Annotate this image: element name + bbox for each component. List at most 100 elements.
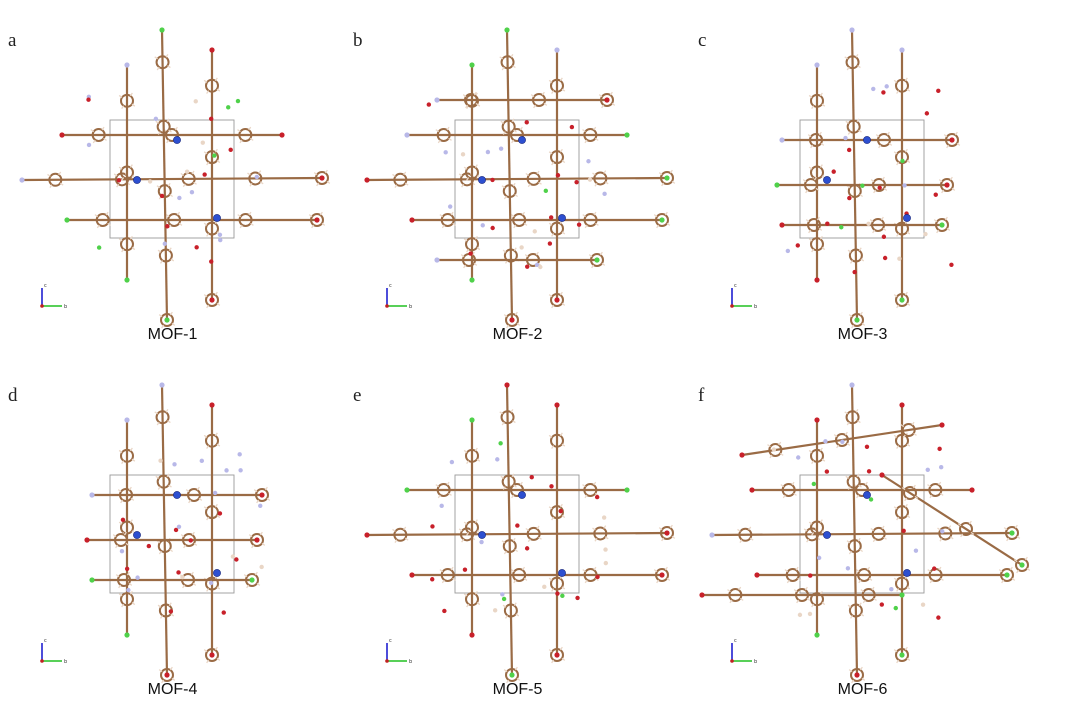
atom <box>534 262 540 268</box>
panel-b: b c b MOF-2 <box>345 0 690 355</box>
atom <box>840 439 845 444</box>
atom <box>524 546 530 551</box>
atom <box>796 455 801 460</box>
atom <box>468 251 473 256</box>
atom <box>498 146 504 151</box>
atom <box>893 605 898 611</box>
atom <box>525 264 530 269</box>
atom <box>193 99 198 104</box>
linker-chain <box>203 402 221 664</box>
atom <box>159 193 165 199</box>
atom <box>868 497 874 502</box>
panel-letter: c <box>698 30 707 51</box>
atom <box>576 222 582 227</box>
linker-chain <box>84 531 266 549</box>
linker-chain <box>808 62 826 283</box>
atom <box>824 469 830 474</box>
linker-chain <box>893 47 911 309</box>
atom <box>208 580 214 586</box>
atom <box>797 612 803 618</box>
panel-letter: e <box>353 385 362 406</box>
unit-cell-outline <box>109 474 235 594</box>
atom <box>795 243 800 248</box>
atom <box>501 596 507 602</box>
metal-center <box>863 491 871 499</box>
panel-title: MOF-1 <box>147 326 198 343</box>
metal-center <box>903 214 911 222</box>
linker-chain <box>364 524 676 543</box>
panel-a: a c b MOF-1 <box>0 0 345 355</box>
linker-chain <box>89 571 261 589</box>
linker-chain <box>434 91 616 109</box>
atom <box>447 204 453 209</box>
linker-chain <box>118 62 136 283</box>
atom <box>586 159 591 164</box>
atom <box>864 444 870 450</box>
atom <box>221 610 226 615</box>
atom <box>940 529 945 534</box>
atom <box>920 602 926 607</box>
atom <box>558 508 563 514</box>
linker-chain <box>463 417 481 638</box>
atom <box>771 447 777 452</box>
axis-indicator: cb <box>730 638 757 665</box>
linker-chain <box>548 402 566 664</box>
atom <box>524 120 529 125</box>
atom <box>925 467 930 472</box>
atom <box>212 490 218 496</box>
atom <box>194 245 199 250</box>
atom <box>839 225 844 230</box>
linker-chain <box>774 176 956 194</box>
atom <box>177 195 182 201</box>
crystal-structure-drawing: cb <box>730 27 961 329</box>
atom <box>807 611 813 617</box>
atom <box>785 248 791 254</box>
atom <box>881 90 886 95</box>
atom <box>168 609 174 614</box>
axis-b-label: b <box>64 304 67 310</box>
atom <box>900 158 905 164</box>
linker-chain <box>59 126 285 144</box>
atom <box>218 237 223 243</box>
atom <box>575 595 580 601</box>
linker-chain <box>409 566 671 584</box>
atom <box>569 124 575 130</box>
metal-center <box>558 569 566 577</box>
axis-c-label: c <box>734 283 737 289</box>
atom <box>515 523 520 528</box>
atom <box>549 484 554 489</box>
atom <box>442 608 447 614</box>
atom <box>555 173 561 178</box>
linker-chain <box>154 27 176 329</box>
atom <box>574 179 579 185</box>
panel-f: f c b MOF-6 <box>690 355 1035 710</box>
atom <box>208 116 214 122</box>
atom <box>529 474 534 480</box>
atom <box>845 566 851 571</box>
atom <box>96 245 102 250</box>
atom <box>587 177 593 182</box>
linker-chain <box>19 169 331 188</box>
crystal-structure-drawing: cb <box>699 382 1031 684</box>
atom <box>162 241 168 246</box>
atom <box>500 592 505 597</box>
panel-letter: b <box>353 30 363 51</box>
metal-center <box>173 491 181 499</box>
axis-c-label: c <box>389 638 392 644</box>
atom <box>86 97 91 102</box>
atom <box>860 183 865 188</box>
axis-c-label: c <box>389 283 392 289</box>
metal-center <box>518 136 526 144</box>
atom <box>949 262 954 268</box>
atom <box>426 102 432 107</box>
axis-b-label: b <box>754 659 757 665</box>
atom <box>831 169 836 174</box>
atom <box>116 178 122 183</box>
atom <box>235 98 241 104</box>
axis-b-label: b <box>64 659 67 665</box>
atom <box>901 528 906 534</box>
linker-chain <box>118 417 136 638</box>
atom <box>485 149 491 155</box>
atom <box>938 465 944 470</box>
atom <box>189 189 195 195</box>
